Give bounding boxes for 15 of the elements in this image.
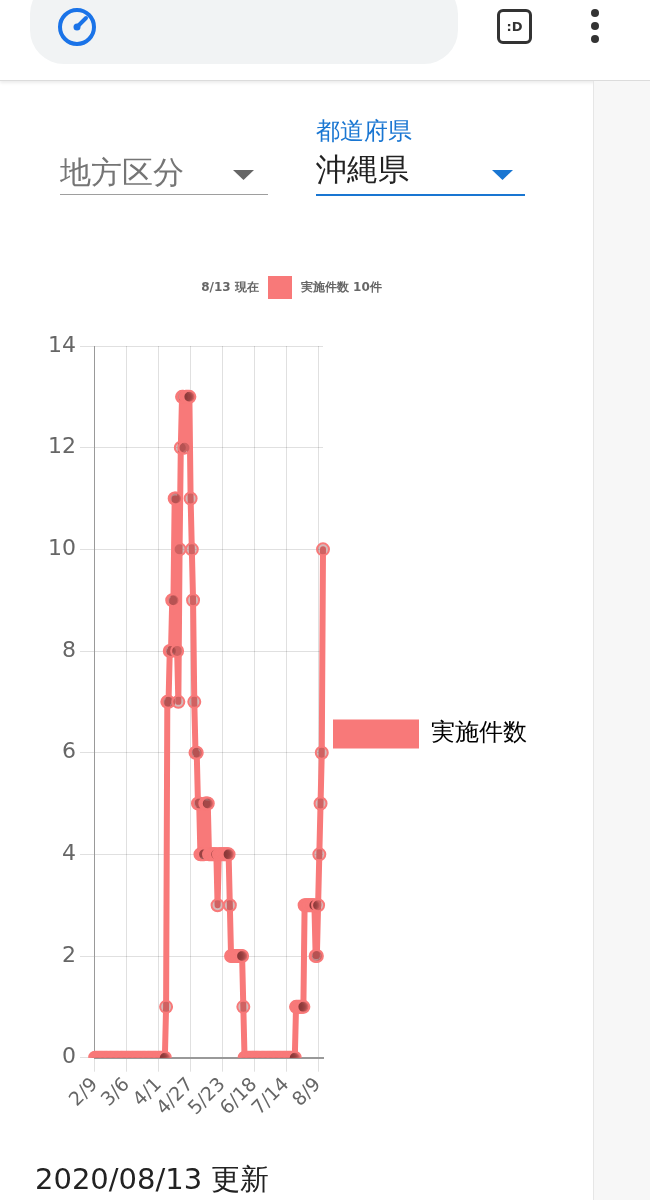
y-tick-label: 10 — [47, 535, 76, 561]
text: 都道府県 — [316, 116, 412, 146]
y-tick-label: 8 — [61, 636, 76, 662]
y-tick-label: 0 — [61, 1043, 76, 1069]
legend-label: 実施件数 — [431, 718, 527, 747]
y-tick-label: 6 — [61, 738, 76, 764]
y-tick-label: 2 — [61, 941, 76, 967]
y-tick-label: 4 — [61, 840, 76, 866]
y-tick-label: 14 — [47, 331, 76, 357]
chart-title: 8/13 現在 — [201, 279, 259, 296]
x-tick-label: 8/9 — [287, 1072, 325, 1110]
tabs-icon: :D — [497, 9, 532, 44]
text: 2020/08/13 更新 — [35, 1161, 270, 1198]
y-tick-label: 12 — [47, 433, 76, 459]
chart-subtitle: 実施件数 10件 — [300, 279, 382, 296]
